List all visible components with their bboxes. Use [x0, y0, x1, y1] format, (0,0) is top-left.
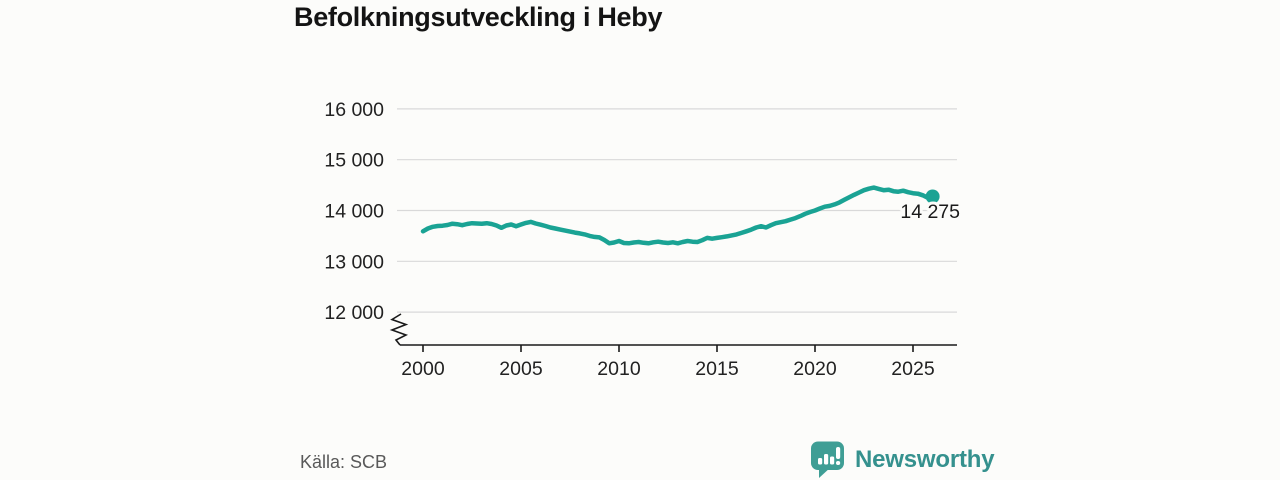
- y-tick-label: 15 000: [324, 150, 384, 172]
- x-tick-label: 2015: [695, 358, 739, 380]
- gridlines: [397, 108, 957, 313]
- population-line-series: [420, 185, 935, 246]
- y-tick-label: 12 000: [324, 302, 384, 324]
- x-tick-label: 2020: [793, 358, 837, 380]
- source-attribution: Källa: SCB: [300, 452, 388, 472]
- x-axis-labels: 2000 2005 2010 2015 2020 2025: [401, 358, 935, 380]
- axis-break-zigzag: [389, 313, 409, 346]
- x-tick-label: 2000: [401, 358, 445, 380]
- x-axis-ticks: [422, 345, 914, 352]
- last-data-point-marker: [925, 189, 940, 204]
- newsworthy-speech-bubble-chart-icon: [811, 441, 844, 478]
- newsworthy-wordmark: Newsworthy: [855, 445, 995, 473]
- chart-title: Befolkningsutveckling i Heby: [294, 2, 663, 32]
- y-tick-label: 14 000: [324, 201, 384, 223]
- last-value-label: 14 275: [900, 201, 960, 223]
- y-axis-labels: 16 000 15 000 14 000 13 000 12 000: [324, 99, 384, 324]
- y-tick-label: 16 000: [324, 99, 384, 121]
- x-tick-label: 2005: [499, 358, 543, 380]
- newsworthy-branding: Newsworthy: [810, 440, 995, 479]
- y-tick-label: 13 000: [324, 251, 384, 273]
- x-tick-label: 2025: [891, 358, 935, 380]
- x-tick-label: 2010: [597, 358, 641, 380]
